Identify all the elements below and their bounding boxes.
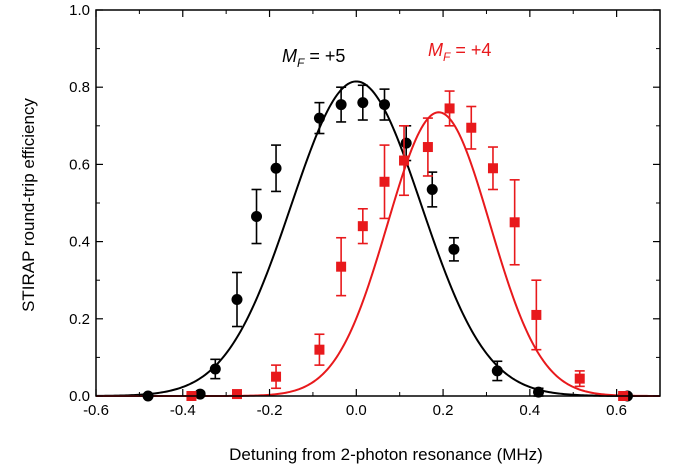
- fit-curve-1: [96, 111, 661, 397]
- data-point-square: [444, 103, 455, 114]
- data-point-square: [357, 221, 368, 232]
- data-point-circle: [426, 183, 438, 195]
- legend-label-1: MF = +4: [428, 40, 491, 64]
- data-point-circle: [270, 162, 282, 174]
- data-point-circle: [209, 363, 221, 375]
- y-tick-label: 0.6: [69, 156, 90, 173]
- y-tick-label: 0.4: [69, 234, 90, 251]
- data-point-circle: [491, 365, 503, 377]
- x-axis-title: Detuning from 2-photon resonance (MHz): [229, 445, 543, 464]
- data-point-square: [271, 371, 282, 382]
- y-tick-label: 0.0: [69, 388, 90, 405]
- data-point-square: [531, 309, 542, 320]
- data-point-circle: [251, 211, 263, 223]
- x-tick-label: -0.4: [170, 402, 196, 419]
- data-point-square: [466, 122, 477, 133]
- data-point-circle: [533, 386, 545, 398]
- data-point-square: [379, 176, 390, 187]
- data-point-circle: [357, 97, 369, 109]
- data-point-square: [509, 217, 520, 228]
- x-tick-label: 0.0: [346, 402, 367, 419]
- fit-curve-0: [95, 80, 660, 397]
- x-tick-label: 0.6: [606, 402, 627, 419]
- data-point-square: [399, 155, 410, 166]
- data-point-circle: [313, 112, 325, 124]
- data-point-square: [422, 142, 433, 153]
- data-point-circle: [379, 99, 391, 111]
- data-point-square: [314, 344, 325, 355]
- plot-frame: [95, 9, 661, 397]
- data-point-circle: [448, 243, 460, 255]
- data-point-square: [487, 163, 498, 174]
- x-tick-label: 0.4: [519, 402, 540, 419]
- data-point-square: [336, 261, 347, 272]
- plot-area: -0.6 -0.4 -0.2 0.0 0.2 0.4 0.6 0.0 0.2 0.4 0.6 0.8 1…: [69, 2, 661, 419]
- data-point-circle: [194, 388, 206, 400]
- y-tick-label: 0.2: [69, 311, 90, 328]
- x-tick-label: -0.2: [257, 402, 283, 419]
- data-point-square: [574, 373, 585, 384]
- y-tick-label: 1.0: [69, 2, 90, 19]
- data-point-circle: [335, 99, 347, 111]
- y-axis-title: STIRAP round-trip efficiency: [19, 98, 38, 312]
- data-point-circle: [400, 137, 412, 149]
- data-point-circle: [231, 294, 243, 305]
- data-point-square: [232, 389, 242, 400]
- y-tick-label: 0.8: [69, 79, 90, 96]
- x-tick-label: -0.6: [83, 402, 109, 419]
- legend-label-0: MF = +5: [282, 46, 345, 70]
- x-tick-label: 0.2: [433, 402, 454, 419]
